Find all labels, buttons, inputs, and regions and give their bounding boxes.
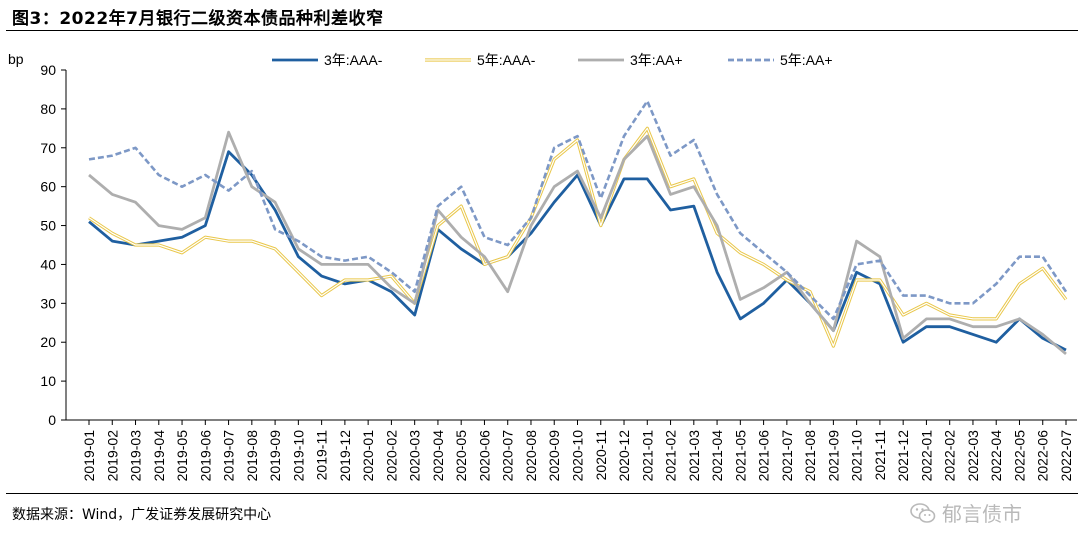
y-axis-label: bp (8, 51, 24, 67)
x-tick-label: 2020-07 (500, 430, 516, 482)
spread-line-chart: 0 10 20 30 40 50 60 70 80 90 bp 2019-01 2019-02 2019-… (8, 51, 1077, 481)
watermark: 郁言债市 (910, 498, 1022, 527)
chart-legend: 3年:AAA- 5年:AAA- 3年:AA+ 5年:AA+ (272, 52, 833, 68)
x-tick-label: 2020-03 (407, 430, 423, 482)
x-tick-label: 2021-05 (732, 430, 748, 482)
x-tick-label: 2021-03 (686, 430, 702, 482)
x-tick-label: 2019-03 (128, 430, 144, 482)
x-tick-label: 2020-10 (570, 430, 586, 482)
legend-label: 3年:AA+ (630, 52, 683, 68)
x-tick-label: 2020-05 (453, 430, 469, 482)
x-tick-label: 2022-04 (988, 430, 1004, 482)
x-tick-label: 2019-06 (197, 430, 213, 482)
chart-plot-area (88, 99, 1068, 355)
y-tick-label: 20 (40, 334, 56, 350)
series-line-1 (88, 126, 1068, 348)
y-tick-label: 0 (48, 412, 56, 428)
x-tick-label: 2021-10 (849, 430, 865, 482)
y-tick-label: 70 (40, 140, 56, 156)
x-tick-label: 2021-09 (825, 430, 841, 482)
x-tick-label: 2022-02 (942, 430, 958, 482)
x-tick-label: 2022-05 (1011, 430, 1027, 482)
x-tick-label: 2020-11 (593, 430, 609, 481)
y-tick-label: 10 (40, 373, 56, 389)
x-tick-label: 2021-08 (802, 430, 818, 482)
x-tick-label: 2019-05 (174, 430, 190, 482)
x-tick-label: 2021-07 (779, 430, 795, 482)
y-tick-label: 40 (40, 256, 56, 272)
x-tick-label: 2019-04 (151, 430, 167, 482)
x-tick-label: 2021-04 (709, 430, 725, 482)
x-tick-label: 2019-09 (267, 430, 283, 482)
series-line-0 (88, 150, 1067, 352)
chart-axes: 0 10 20 30 40 50 60 70 80 90 bp 2019-01 2019-02 2019-… (8, 51, 1077, 481)
legend-label: 3年:AAA- (324, 52, 383, 68)
footer-divider (6, 493, 1078, 494)
x-tick-label: 2019-01 (81, 430, 97, 482)
x-tick-label: 2019-11 (314, 430, 330, 481)
legend-label: 5年:AAA- (477, 52, 536, 68)
x-tick-label: 2020-04 (430, 430, 446, 482)
series-line-2 (88, 130, 1067, 355)
legend-label: 5年:AA+ (780, 52, 833, 68)
figure-title: 图3：2022年7月银行二级资本债品种利差收窄 (12, 9, 384, 29)
x-tick-label: 2020-06 (476, 430, 492, 482)
x-tick-label: 2020-09 (546, 430, 562, 482)
x-tick-label: 2021-12 (895, 430, 911, 482)
x-tick-label: 2022-03 (965, 430, 981, 482)
title-divider (6, 30, 1078, 31)
wechat-icon (910, 502, 936, 523)
x-tick-label: 2020-01 (360, 430, 376, 482)
y-tick-label: 30 (40, 295, 56, 311)
watermark-text: 郁言债市 (942, 502, 1022, 526)
x-tick-label: 2021-02 (663, 430, 679, 482)
y-tick-label: 50 (40, 218, 56, 234)
x-tick-label: 2021-01 (639, 430, 655, 482)
y-tick-label: 60 (40, 179, 56, 195)
x-tick-label: 2019-10 (290, 430, 306, 482)
x-tick-label: 2019-12 (337, 430, 353, 482)
x-tick-label: 2022-07 (1058, 430, 1074, 482)
source-note: 数据来源：Wind，广发证券发展研究中心 (12, 507, 272, 523)
x-tick-label: 2019-02 (104, 430, 120, 482)
series-line-1-inner (88, 127, 1067, 347)
x-tick-label: 2021-06 (756, 430, 772, 482)
series-line-3 (88, 99, 1068, 321)
y-tick-label: 80 (40, 101, 56, 117)
x-tick-label: 2019-08 (244, 430, 260, 482)
x-tick-label: 2020-08 (523, 430, 539, 482)
x-tick-label: 2020-12 (616, 430, 632, 482)
x-tick-label: 2021-11 (872, 430, 888, 481)
y-tick-label: 90 (40, 62, 56, 78)
x-tick-label: 2019-07 (221, 430, 237, 482)
x-tick-label: 2022-01 (918, 430, 934, 482)
x-tick-label: 2022-06 (1035, 430, 1051, 482)
x-tick-label: 2020-02 (383, 430, 399, 482)
